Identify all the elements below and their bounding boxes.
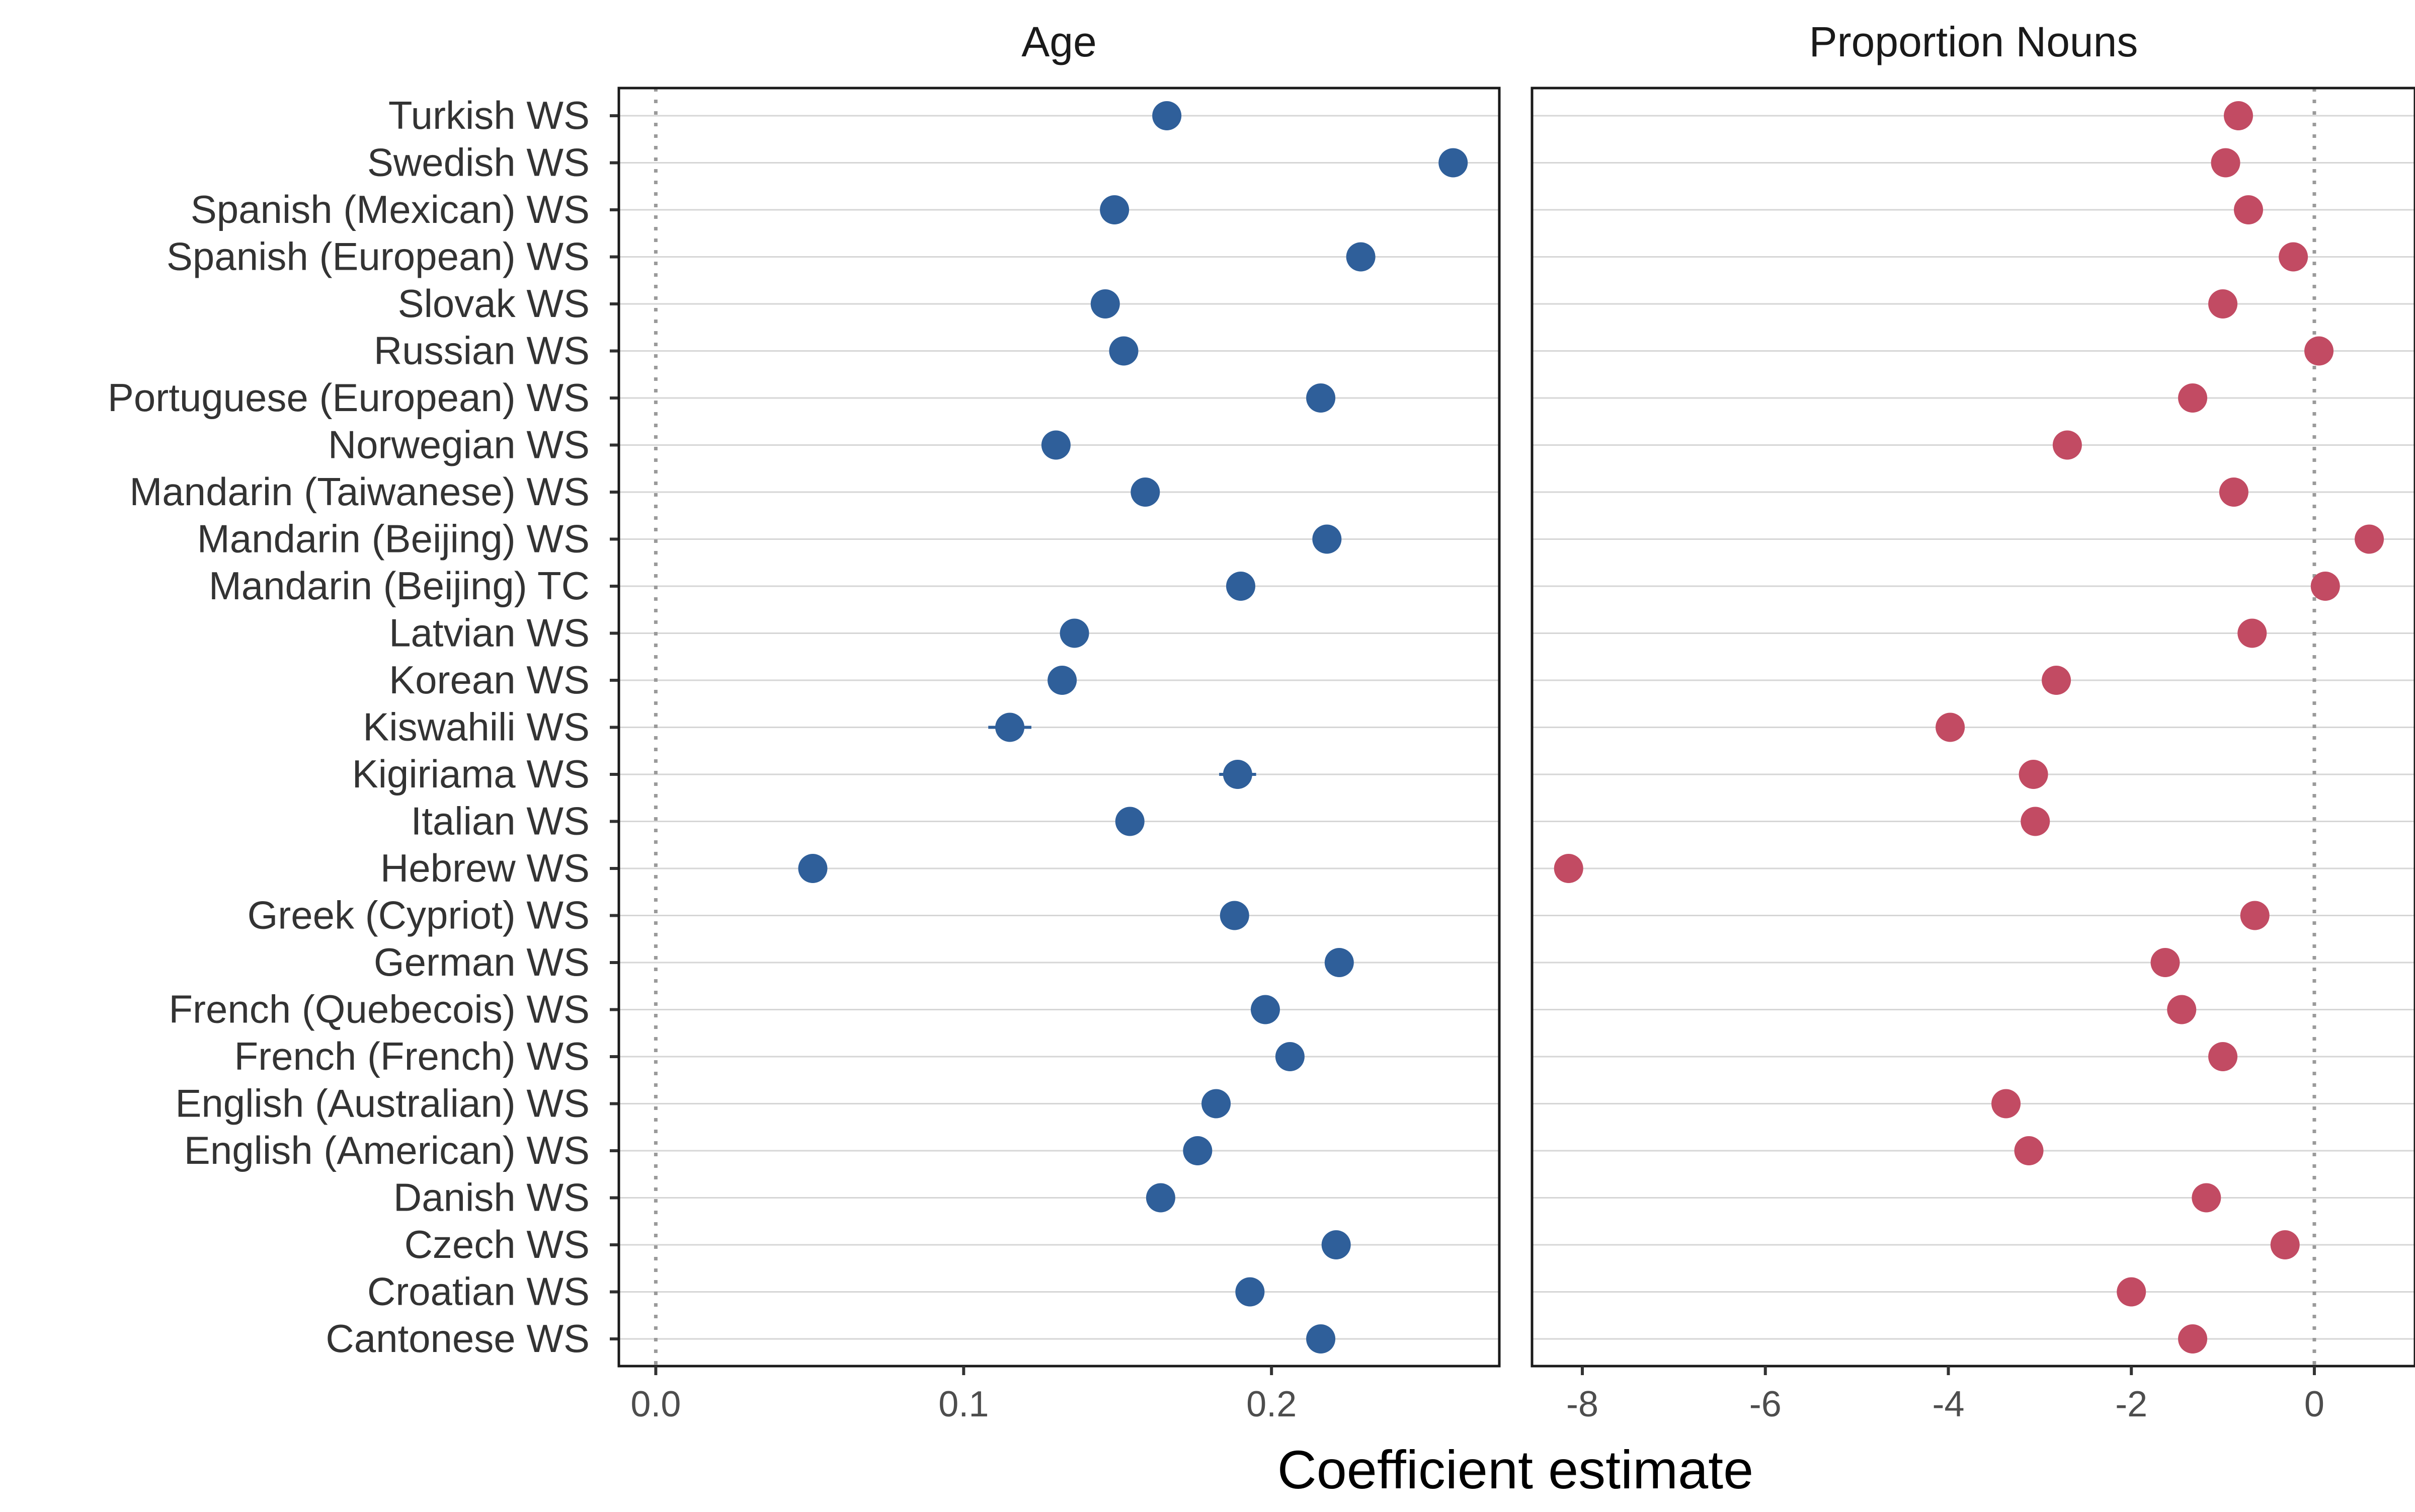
point-proportion-nouns-croatian-ws <box>2117 1277 2146 1307</box>
x-tick-label: 0.1 <box>938 1384 989 1424</box>
point-age-korean-ws <box>1048 666 1077 695</box>
point-proportion-nouns-korean-ws <box>2042 666 2071 695</box>
y-tick-label-cantonese-ws: Cantonese WS <box>326 1316 590 1361</box>
point-age-spanish-european-ws <box>1346 242 1376 272</box>
point-proportion-nouns-portuguese-european-ws <box>2178 383 2208 413</box>
y-tick-label-korean-ws: Korean WS <box>389 658 590 702</box>
point-age-greek-cypriot-ws <box>1220 901 1249 930</box>
point-age-slovak-ws <box>1090 289 1120 319</box>
panel-age: Age 0.0 0.1 0.2 <box>617 18 1501 1424</box>
point-age-kiswahili-ws <box>995 712 1025 742</box>
point-proportion-nouns-slovak-ws <box>2208 289 2238 319</box>
panel-proportion-nouns: Proportion Nouns -8 -6 -4 -2 0 <box>1531 18 2415 1424</box>
point-proportion-nouns-spanish-mexican-ws <box>2234 195 2264 224</box>
panel-border <box>1531 87 2415 1368</box>
point-proportion-nouns-english-american-ws <box>2014 1136 2044 1165</box>
point-age-mandarin-beijing-ws <box>1312 524 1342 554</box>
y-tick-label-danish-ws: Danish WS <box>393 1175 590 1220</box>
point-age-russian-ws <box>1109 336 1139 366</box>
point-age-hebrew-ws <box>798 854 828 883</box>
y-tick-label-mandarin-beijing-tc: Mandarin (Beijing) TC <box>209 564 590 608</box>
panel-border <box>617 87 1501 1368</box>
point-age-portuguese-european-ws <box>1306 383 1336 413</box>
point-age-mandarin-taiwanese-ws <box>1131 478 1160 507</box>
point-proportion-nouns-german-ws <box>2150 948 2180 977</box>
y-tick-label-english-american-ws: English (American) WS <box>184 1128 590 1172</box>
y-tick-label-russian-ws: Russian WS <box>374 329 590 373</box>
point-proportion-nouns-spanish-european-ws <box>2279 242 2308 272</box>
y-tick-label-german-ws: German WS <box>374 940 590 984</box>
point-proportion-nouns-norwegian-ws <box>2052 430 2082 460</box>
panel-title-age: Age <box>1021 18 1096 65</box>
y-tick-label-mandarin-beijing-ws: Mandarin (Beijing) WS <box>197 517 590 561</box>
point-proportion-nouns-kigiriama-ws <box>2019 760 2048 789</box>
point-proportion-nouns-french-quebecois-ws <box>2167 995 2197 1024</box>
y-tick-label-latvian-ws: Latvian WS <box>389 611 590 655</box>
point-age-english-australian-ws <box>1201 1089 1231 1119</box>
y-tick-label-mandarin-taiwanese-ws: Mandarin (Taiwanese) WS <box>129 469 590 514</box>
y-tick-label-czech-ws: Czech WS <box>405 1222 590 1266</box>
y-tick-label-french-french-ws: French (French) WS <box>234 1034 590 1078</box>
point-age-german-ws <box>1324 948 1354 977</box>
y-tick-label-croatian-ws: Croatian WS <box>367 1269 590 1314</box>
point-age-latvian-ws <box>1060 618 1089 648</box>
x-tick-label: -8 <box>1566 1384 1598 1424</box>
x-tick-label: -4 <box>1932 1384 1964 1424</box>
point-proportion-nouns-latvian-ws <box>2237 618 2267 648</box>
point-proportion-nouns-turkish-ws <box>2224 101 2253 130</box>
point-proportion-nouns-mandarin-beijing-ws <box>2355 524 2384 554</box>
point-age-danish-ws <box>1146 1183 1175 1213</box>
y-tick-label-french-quebecois-ws: French (Quebecois) WS <box>169 987 590 1031</box>
point-proportion-nouns-danish-ws <box>2192 1183 2221 1213</box>
y-tick-label-kiswahili-ws: Kiswahili WS <box>363 705 590 749</box>
point-age-croatian-ws <box>1235 1277 1265 1307</box>
y-tick-label-norwegian-ws: Norwegian WS <box>328 423 590 467</box>
y-tick-label-english-australian-ws: English (Australian) WS <box>175 1081 590 1126</box>
x-tick-label: 0.2 <box>1246 1384 1297 1424</box>
point-age-french-quebecois-ws <box>1250 995 1280 1024</box>
point-proportion-nouns-hebrew-ws <box>1554 854 1583 883</box>
point-age-mandarin-beijing-tc <box>1226 572 1256 601</box>
x-tick-label: 0 <box>2304 1384 2324 1424</box>
x-tick-label: -2 <box>2115 1384 2147 1424</box>
y-tick-label-greek-cypriot-ws: Greek (Cypriot) WS <box>248 893 590 937</box>
point-proportion-nouns-italian-ws <box>2021 807 2050 836</box>
point-proportion-nouns-greek-cypriot-ws <box>2240 901 2270 930</box>
point-age-english-american-ws <box>1183 1136 1213 1165</box>
point-proportion-nouns-swedish-ws <box>2211 148 2240 178</box>
point-age-spanish-mexican-ws <box>1100 195 1130 224</box>
point-age-czech-ws <box>1321 1230 1351 1259</box>
point-proportion-nouns-kiswahili-ws <box>1936 712 1965 742</box>
y-tick-label-slovak-ws: Slovak WS <box>398 281 590 326</box>
point-age-cantonese-ws <box>1306 1324 1336 1354</box>
point-age-swedish-ws <box>1438 148 1468 178</box>
point-age-norwegian-ws <box>1041 430 1071 460</box>
x-tick-label: -6 <box>1749 1384 1782 1424</box>
y-tick-label-italian-ws: Italian WS <box>411 799 590 843</box>
y-tick-label-kigiriama-ws: Kigiriama WS <box>352 752 590 796</box>
y-tick-label-spanish-european-ws: Spanish (European) WS <box>167 234 590 279</box>
y-tick-label-turkish-ws: Turkish WS <box>388 93 590 137</box>
point-age-french-french-ws <box>1275 1042 1305 1071</box>
x-tick-label: 0.0 <box>630 1384 681 1424</box>
point-proportion-nouns-czech-ws <box>2270 1230 2300 1259</box>
y-tick-label-portuguese-european-ws: Portuguese (European) WS <box>108 375 590 420</box>
point-proportion-nouns-russian-ws <box>2304 336 2334 366</box>
point-proportion-nouns-mandarin-taiwanese-ws <box>2219 478 2248 507</box>
y-tick-label-swedish-ws: Swedish WS <box>367 140 590 185</box>
panel-title-proportion-nouns: Proportion Nouns <box>1809 18 2138 65</box>
x-axis-title: Coefficient estimate <box>1277 1439 1753 1500</box>
point-age-kigiriama-ws <box>1223 760 1252 789</box>
y-tick-label-spanish-mexican-ws: Spanish (Mexican) WS <box>191 187 590 231</box>
point-proportion-nouns-french-french-ws <box>2208 1042 2238 1071</box>
point-proportion-nouns-cantonese-ws <box>2178 1324 2208 1354</box>
point-age-italian-ws <box>1115 807 1145 836</box>
point-proportion-nouns-mandarin-beijing-tc <box>2310 572 2340 601</box>
point-age-turkish-ws <box>1152 101 1182 130</box>
y-tick-label-hebrew-ws: Hebrew WS <box>380 846 590 890</box>
point-proportion-nouns-english-australian-ws <box>1991 1089 2021 1119</box>
